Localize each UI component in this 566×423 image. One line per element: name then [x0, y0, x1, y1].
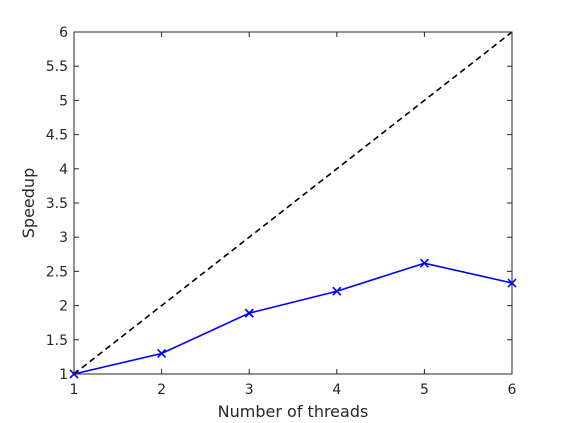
y-tick-label: 3 — [59, 230, 68, 246]
y-tick-label: 4.5 — [46, 128, 68, 144]
x-tick-label: 6 — [508, 382, 517, 398]
x-tick-label: 5 — [420, 382, 429, 398]
y-tick-label: 6 — [59, 25, 68, 41]
y-tick-label: 1.5 — [46, 333, 68, 349]
y-tick-label: 3.5 — [46, 196, 68, 212]
axes-layer: 1 2 3 4 5 6 1 1.5 2 2.5 3 3.5 4 4.5 5 5.5 6 — [46, 25, 517, 398]
y-tick-label: 1 — [59, 367, 68, 383]
y-tick-label: 2.5 — [46, 264, 68, 280]
y-tick-label: 5 — [59, 93, 68, 109]
data-point-marker — [419, 258, 429, 268]
marker-stroke — [419, 258, 429, 268]
y-tick-label: 2 — [59, 299, 68, 315]
measured-speedup-line — [73, 262, 513, 375]
x-tick-label: 4 — [332, 382, 341, 398]
data-point-marker — [157, 348, 167, 359]
x-axis-title: Number of threads — [218, 402, 369, 421]
marker-stroke — [332, 286, 342, 296]
data-point-marker — [332, 286, 342, 296]
marker-stroke — [157, 348, 167, 359]
y-tick-label: 4 — [59, 162, 68, 178]
marker-stroke — [244, 308, 254, 318]
ideal-speedup-line — [73, 31, 513, 375]
y-axis-title: Speedup — [19, 168, 38, 238]
x-tick-label: 3 — [245, 382, 254, 398]
y-tick-label: 5.5 — [46, 59, 68, 75]
x-tick-label: 2 — [157, 382, 166, 398]
x-tick-label: 1 — [70, 382, 79, 398]
data-point-marker — [244, 308, 254, 318]
